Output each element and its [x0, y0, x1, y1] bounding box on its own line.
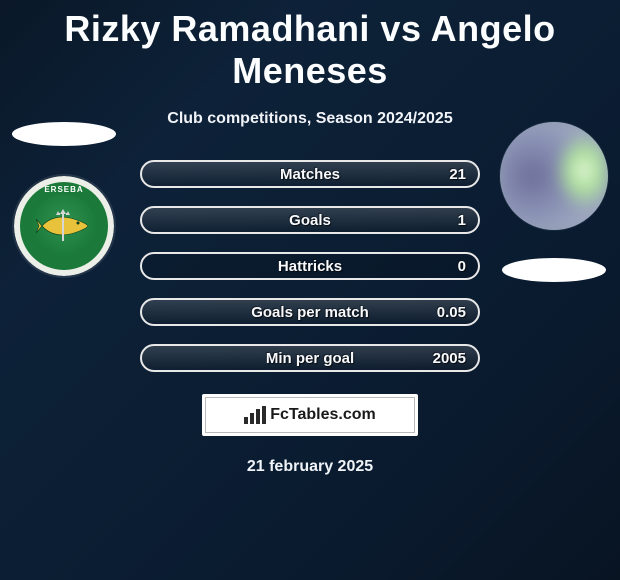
club-logo-ring-text: ERSEBA [44, 185, 83, 194]
stat-label: Goals per match [251, 304, 369, 321]
date-text: 21 february 2025 [0, 458, 620, 476]
stat-label: Matches [280, 166, 340, 183]
club-logo: ERSEBA [14, 176, 114, 276]
footer-badge: FcTables.com [202, 394, 418, 436]
stat-label: Hattricks [278, 258, 342, 275]
placeholder-ellipse [12, 122, 116, 146]
player-photo [500, 122, 608, 230]
stat-value: 0 [458, 258, 466, 275]
stat-value: 0.05 [437, 304, 466, 321]
placeholder-ellipse [502, 258, 606, 282]
stat-row: Min per goal 2005 [140, 344, 480, 372]
left-column: ERSEBA [8, 122, 120, 276]
stat-value: 21 [449, 166, 466, 183]
stat-value: 2005 [433, 350, 466, 367]
stat-row: Hattricks 0 [140, 252, 480, 280]
page-title: Rizky Ramadhani vs Angelo Meneses [0, 0, 620, 92]
stat-label: Min per goal [266, 350, 354, 367]
stat-value: 1 [458, 212, 466, 229]
bar-chart-icon [244, 406, 266, 424]
stat-label: Goals [289, 212, 331, 229]
right-column [498, 122, 610, 282]
stat-row: Goals 1 [140, 206, 480, 234]
fish-trident-icon [36, 209, 92, 243]
footer-text: FcTables.com [270, 406, 376, 424]
stat-row: Goals per match 0.05 [140, 298, 480, 326]
stat-row: Matches 21 [140, 160, 480, 188]
